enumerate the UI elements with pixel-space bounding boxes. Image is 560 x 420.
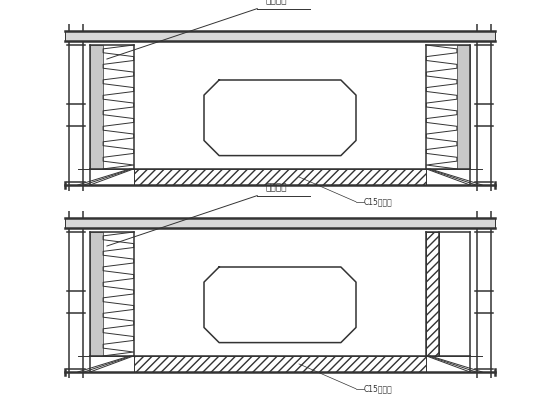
Bar [426,232,440,356]
Bar [134,169,426,185]
Text: 龙骨模板: 龙骨模板 [265,184,287,193]
Text: C15垃层垃: C15垃层垃 [363,197,393,206]
Bar [90,45,103,169]
Text: C15垃层垃: C15垃层垃 [363,384,393,393]
Bar [65,31,495,41]
Bar [90,232,103,356]
Text: 龙骨模板: 龙骨模板 [265,0,287,6]
Bar [65,218,495,228]
Bar [134,356,426,372]
Bar [457,45,470,169]
